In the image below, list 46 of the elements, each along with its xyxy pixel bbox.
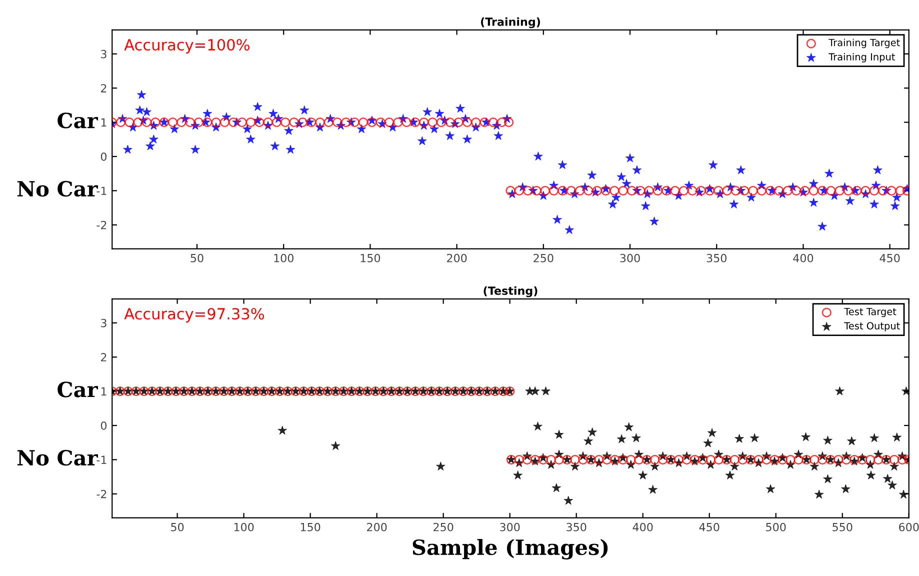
- y-tick-label: 1: [101, 118, 106, 127]
- y-tick-label: -1: [96, 186, 106, 195]
- x-tick-label: 550: [832, 522, 852, 532]
- x-tick-label: 200: [447, 254, 467, 262]
- text: No Car: [17, 180, 98, 197]
- x-tick-label: 350: [706, 254, 726, 262]
- x-tick-label: 200: [367, 522, 387, 532]
- annotation: Accuracy=100%: [124, 38, 250, 54]
- x-tick-label: 250: [434, 522, 454, 532]
- y-tick-label: 2: [101, 353, 106, 362]
- y-tick-label: 2: [101, 84, 106, 92]
- x-tick-label: 400: [793, 254, 814, 262]
- x-tick-label: 50: [190, 254, 204, 262]
- y-tick-label: 0: [100, 421, 107, 430]
- x-tick-label: 350: [566, 522, 586, 532]
- y-tick-label: -2: [96, 220, 106, 230]
- y-tick-label: -2: [96, 490, 106, 498]
- y-tick-label: 1: [101, 387, 106, 396]
- y-tick-label: 3: [101, 50, 106, 58]
- text: Car: [58, 382, 98, 398]
- x-tick-label: 500: [766, 522, 786, 532]
- y-tick-label: 3: [101, 318, 106, 328]
- x-tick-label: 150: [300, 522, 320, 532]
- text: Car: [58, 112, 98, 128]
- x-tick-label: 400: [632, 522, 653, 532]
- chart-title: (Testing): [484, 286, 538, 298]
- y-tick-label: 0: [100, 152, 107, 161]
- legend-label: Test Output: [844, 322, 900, 332]
- x-tick-label: 300: [620, 254, 640, 262]
- x-tick-label: 150: [360, 254, 380, 262]
- x-tick-label: 250: [534, 254, 554, 262]
- legend-label: Test Target: [844, 308, 896, 318]
- legend-label: Training Input: [828, 52, 895, 62]
- annotation: Accuracy=97.33%: [124, 308, 264, 322]
- y-tick-label: -1: [96, 456, 106, 464]
- x-axis-title: Sample (Images): [412, 538, 608, 560]
- text: No Car: [17, 450, 98, 466]
- x-tick-label: 100: [274, 254, 294, 262]
- x-tick-label: 300: [500, 522, 520, 532]
- x-tick-label: 450: [880, 254, 900, 262]
- x-tick-label: 450: [699, 522, 720, 532]
- x-tick-label: 50: [171, 522, 184, 532]
- x-tick-label: 100: [234, 522, 254, 532]
- legend-label: Training Target: [828, 38, 900, 48]
- x-tick-label: 600: [899, 522, 919, 532]
- chart-title: (Training): [481, 17, 540, 28]
